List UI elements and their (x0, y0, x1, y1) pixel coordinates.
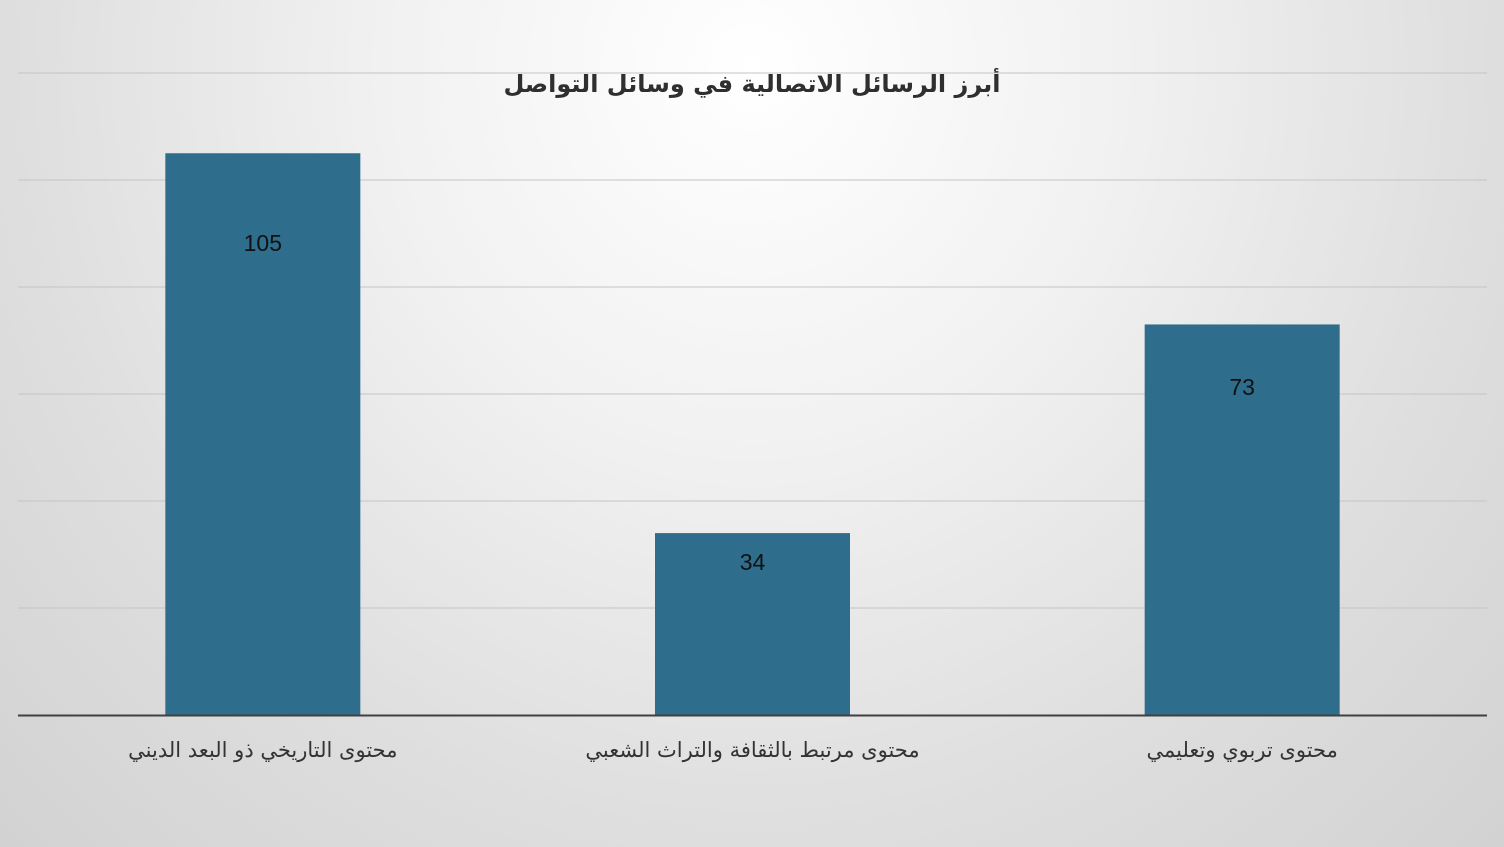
category-label-2: محتوى مرتبط بالثقافة والتراث الشعبي (585, 738, 919, 763)
category-labels: محتوى التاريخي ذو البعد الديني محتوى مرتب… (128, 738, 1338, 763)
data-label-2: 34 (740, 549, 766, 575)
category-label-3: محتوى تربوي وتعليمي (1146, 738, 1337, 763)
bars (165, 153, 1340, 715)
data-labels: 105 34 73 (244, 230, 1255, 575)
category-label-1: محتوى التاريخي ذو البعد الديني (128, 738, 397, 763)
bar-1 (165, 153, 361, 715)
bar-3 (1144, 324, 1340, 715)
bar-2 (655, 533, 850, 715)
data-label-3: 73 (1229, 374, 1255, 400)
data-label-1: 105 (244, 230, 282, 256)
